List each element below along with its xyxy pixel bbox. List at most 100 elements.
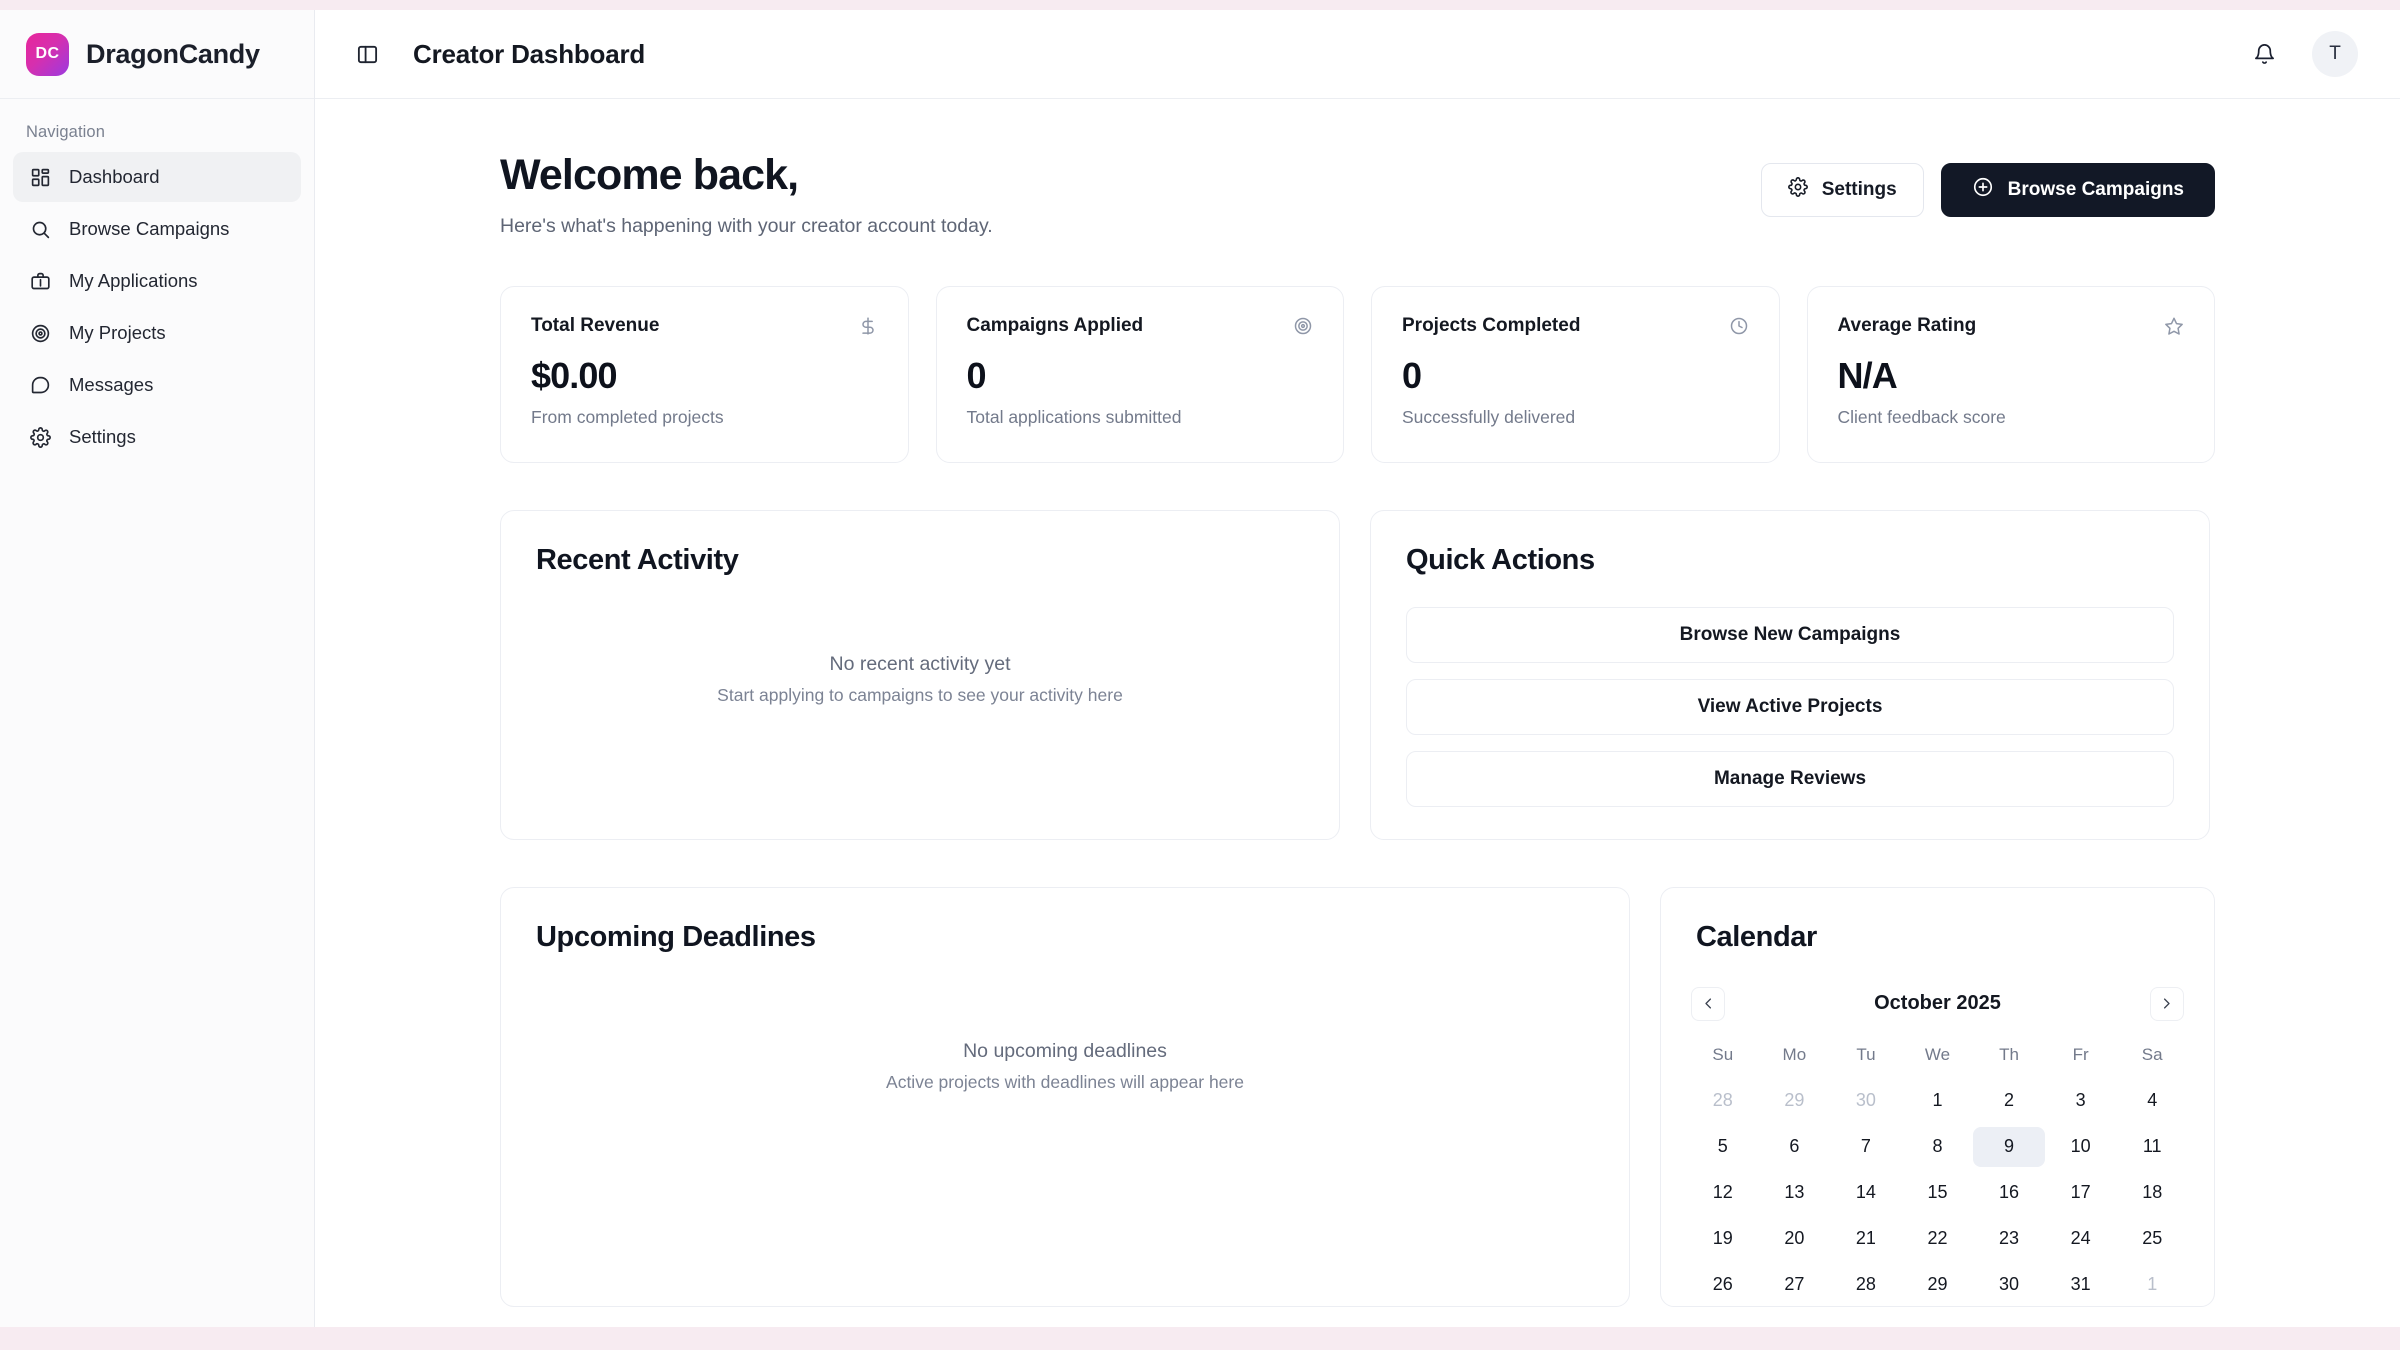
sidebar-nav: Dashboard Browse Campaigns (0, 152, 314, 464)
sidebar: DC DragonCandy Navigation Dashboard (0, 10, 315, 1327)
calendar-grid: Su Mo Tu We Th Fr Sa 28 29 30 (1687, 1035, 2188, 1305)
calendar-title: Calendar (1696, 920, 1817, 953)
main-area: Creator Dashboard T Welcome back, Here's… (315, 10, 2400, 1327)
calendar-day[interactable]: 22 (1927, 1228, 1948, 1249)
brand-name: DragonCandy (86, 38, 260, 69)
welcome-title: Welcome back, (500, 151, 799, 199)
upcoming-deadlines-card: Upcoming Deadlines No upcoming deadlines… (500, 886, 1630, 1307)
grid-icon (29, 166, 51, 188)
calendar-day[interactable]: 8 (1932, 1136, 1943, 1157)
calendar-day[interactable]: 19 (1712, 1228, 1733, 1249)
stat-subtitle: Total applications submitted (966, 406, 1182, 427)
search-icon (29, 218, 51, 240)
welcome-row: Welcome back, Here's what's happening wi… (500, 151, 2215, 238)
welcome-actions: Settings Browse Campaigns (1760, 151, 2215, 217)
calendar-day[interactable]: 3 (2075, 1090, 2086, 1111)
sidebar-item-browse-campaigns[interactable]: Browse Campaigns (13, 204, 301, 254)
app-shell: DC DragonCandy Navigation Dashboard (0, 10, 2400, 1327)
calendar-day[interactable]: 28 (1712, 1090, 1733, 1111)
sidebar-item-my-applications[interactable]: My Applications (13, 256, 301, 306)
calendar-day[interactable]: 10 (2070, 1136, 2091, 1157)
sidebar-item-label: Browse Campaigns (69, 218, 230, 239)
avatar[interactable]: T (2312, 31, 2358, 77)
bell-icon[interactable] (2242, 32, 2286, 76)
quick-action-view-active-projects[interactable]: View Active Projects (1406, 678, 2174, 735)
sidebar-section-label: Navigation (26, 123, 105, 141)
stat-cards: Total Revenue $0.00 From completed proje… (500, 286, 2215, 463)
quick-actions-list: Browse New Campaigns View Active Project… (1406, 606, 2174, 807)
calendar-day[interactable]: 12 (1712, 1182, 1733, 1203)
calendar-day[interactable]: 23 (1999, 1228, 2020, 1249)
chevron-left-icon[interactable] (1691, 986, 1725, 1021)
calendar-day[interactable]: 18 (2142, 1182, 2163, 1203)
page-title: Creator Dashboard (413, 38, 646, 69)
stat-value: 0 (966, 355, 987, 397)
calendar-day[interactable]: 11 (2142, 1136, 2162, 1157)
sidebar-item-label: My Applications (69, 270, 198, 291)
stat-value: N/A (1837, 355, 1898, 397)
calendar-card: Calendar October 2025 (1660, 886, 2215, 1307)
empty-main-text: No upcoming deadlines (963, 1039, 1167, 1062)
calendar-day[interactable]: 7 (1860, 1136, 1871, 1157)
stat-card-projects-completed: Projects Completed 0 Successfully delive… (1371, 286, 1780, 463)
calendar-day[interactable]: 6 (1789, 1136, 1800, 1157)
quick-action-manage-reviews[interactable]: Manage Reviews (1406, 750, 2174, 807)
sidebar-item-settings[interactable]: Settings (13, 412, 301, 462)
recent-activity-empty-state: No recent activity yet Start applying to… (536, 577, 1304, 799)
calendar-day[interactable]: 27 (1784, 1274, 1805, 1295)
calendar-day[interactable]: 5 (1717, 1136, 1728, 1157)
sidebar-item-label: Settings (69, 426, 136, 447)
calendar-day[interactable]: 31 (2070, 1274, 2091, 1295)
welcome-subtitle: Here's what's happening with your creato… (500, 215, 993, 238)
sidebar-item-dashboard[interactable]: Dashboard (13, 152, 301, 202)
calendar-day[interactable]: 4 (2147, 1090, 2158, 1111)
calendar-day[interactable]: 1 (1932, 1090, 1943, 1111)
calendar-dow: Su (1712, 1044, 1734, 1064)
sidebar-item-messages[interactable]: Messages (13, 360, 301, 410)
calendar-day[interactable]: 21 (1855, 1228, 1876, 1249)
calendar-day[interactable]: 16 (1999, 1182, 2020, 1203)
calendar-month-label: October 2025 (1874, 992, 2001, 1015)
sidebar-item-label: Dashboard (69, 166, 160, 187)
calendar-day[interactable]: 29 (1784, 1090, 1805, 1111)
calendar-day[interactable]: 30 (1999, 1274, 2020, 1295)
quick-action-browse-new-campaigns[interactable]: Browse New Campaigns (1406, 606, 2174, 663)
sidebar-item-my-projects[interactable]: My Projects (13, 308, 301, 358)
briefcase-icon (29, 270, 51, 292)
calendar-dow: Mo (1782, 1044, 1807, 1064)
calendar-day[interactable]: 13 (1784, 1182, 1805, 1203)
calendar-day[interactable]: 14 (1855, 1182, 1876, 1203)
browse-campaigns-button[interactable]: Browse Campaigns (1940, 163, 2215, 217)
calendar-day[interactable]: 30 (1855, 1090, 1876, 1111)
calendar-day[interactable]: 20 (1784, 1228, 1805, 1249)
stat-card-total-revenue: Total Revenue $0.00 From completed proje… (500, 286, 909, 463)
bottom-row: Upcoming Deadlines No upcoming deadlines… (500, 886, 2215, 1307)
upcoming-deadlines-title: Upcoming Deadlines (536, 920, 816, 953)
settings-button[interactable]: Settings (1760, 163, 1924, 217)
panel-left-icon[interactable] (348, 35, 386, 73)
sidebar-item-label: Messages (69, 374, 154, 395)
dollar-icon (858, 316, 878, 336)
gear-icon (29, 426, 51, 448)
calendar-dow: Sa (2141, 1044, 2163, 1064)
calendar-day[interactable]: 29 (1927, 1274, 1948, 1295)
gear-icon (1787, 177, 1808, 203)
stat-title: Average Rating (1837, 315, 1977, 337)
brand[interactable]: DC DragonCandy (0, 10, 314, 99)
calendar-day[interactable]: 28 (1855, 1274, 1876, 1295)
calendar-day[interactable]: 15 (1927, 1182, 1948, 1203)
calendar-body: October 2025 Su Mo Tu We (1661, 986, 2214, 1305)
calendar-day[interactable]: 2 (2004, 1090, 2015, 1111)
stat-value: $0.00 (531, 355, 617, 397)
chevron-right-icon[interactable] (2149, 986, 2184, 1021)
recent-activity-card: Recent Activity No recent activity yet S… (500, 509, 1340, 840)
calendar-day-today[interactable]: 9 (1973, 1126, 2045, 1167)
empty-sub-text: Start applying to campaigns to see your … (717, 685, 1123, 706)
calendar-day[interactable]: 1 (2147, 1274, 2158, 1295)
calendar-day[interactable]: 24 (2070, 1228, 2091, 1249)
stat-title: Projects Completed (1402, 315, 1581, 337)
calendar-day[interactable]: 25 (2142, 1228, 2163, 1249)
calendar-day[interactable]: 17 (2070, 1182, 2091, 1203)
calendar-day[interactable]: 26 (1712, 1274, 1733, 1295)
quick-actions-title: Quick Actions (1406, 543, 1595, 576)
